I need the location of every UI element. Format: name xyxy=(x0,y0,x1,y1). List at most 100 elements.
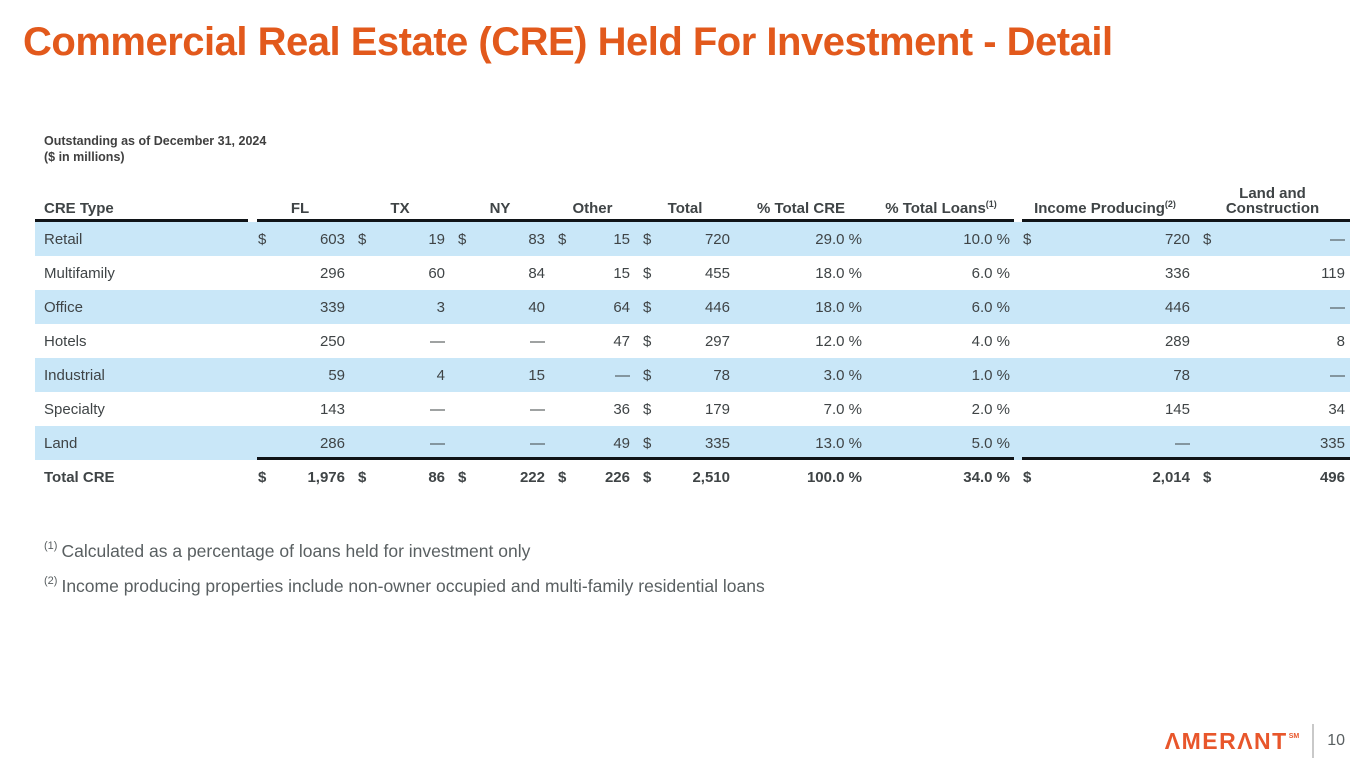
cell-ny: 15 xyxy=(450,367,550,384)
cell-value: — xyxy=(430,332,445,350)
cell-value: 496 xyxy=(1319,468,1345,486)
cell-total: $455 xyxy=(635,265,735,282)
cell-land-construction: 119 xyxy=(1195,265,1350,282)
footnote-2-marker: (2) xyxy=(44,575,58,587)
total-rule-middle xyxy=(257,457,1014,460)
cell-value: — xyxy=(430,434,445,452)
cell-land-construction: 8 xyxy=(1195,333,1350,350)
cell-value: 64 xyxy=(613,298,630,316)
currency-symbol: $ xyxy=(258,468,267,486)
cell-land-construction: — xyxy=(1195,299,1350,316)
cell-value: 15 xyxy=(613,264,630,282)
currency-symbol: $ xyxy=(643,264,652,282)
cell-value: 226 xyxy=(604,468,630,486)
cell-value: 446 xyxy=(704,298,730,316)
cell-fl: 339 xyxy=(250,299,350,316)
cell-tx: 4 xyxy=(350,367,450,384)
cell-fl: $1,976 xyxy=(250,469,350,486)
cell-income-producing: — xyxy=(1015,435,1195,452)
cell-land-construction: $496 xyxy=(1195,469,1350,486)
cell-fl: 296 xyxy=(250,265,350,282)
cell-value: 8 xyxy=(1336,332,1345,350)
cell-fl: 59 xyxy=(250,367,350,384)
currency-symbol: $ xyxy=(1203,230,1212,248)
col-header-cre-type: CRE Type xyxy=(44,200,114,217)
cell-value: — xyxy=(530,434,545,452)
cell-income-producing: $2,014 xyxy=(1015,469,1195,486)
cell-total: $335 xyxy=(635,435,735,452)
cell-other: 36 xyxy=(550,401,635,418)
slide-footer: ΛMERΛNTSM 10 xyxy=(1165,724,1345,758)
currency-symbol: $ xyxy=(458,230,467,248)
row-label: Specialty xyxy=(44,400,105,418)
cell-value: 250 xyxy=(319,332,345,350)
cell-pct-total-loans: 1.0 % xyxy=(867,367,1015,384)
currency-symbol: $ xyxy=(558,468,567,486)
cell-pct-total-cre: 12.0 % xyxy=(735,333,867,350)
cell-fl: $603 xyxy=(250,231,350,248)
currency-symbol: $ xyxy=(643,366,652,384)
cell-land-construction: 34 xyxy=(1195,401,1350,418)
currency-symbol: $ xyxy=(1023,230,1032,248)
cell-value: 29.0 % xyxy=(815,230,862,248)
cell-pct-total-loans: 10.0 % xyxy=(867,231,1015,248)
cell-value: — xyxy=(1330,366,1345,384)
cell-value: 100.0 % xyxy=(806,468,862,486)
cell-value: 49 xyxy=(613,434,630,452)
footnote-1-marker: (1) xyxy=(44,540,58,552)
cell-value: 34.0 % xyxy=(963,468,1010,486)
cell-value: 297 xyxy=(704,332,730,350)
cell-fl: 250 xyxy=(250,333,350,350)
cell-total: $2,510 xyxy=(635,469,735,486)
table-row: Hotels 250 — — 47 $297 12.0 % 4.0 % 289 … xyxy=(35,324,1350,358)
cell-ny: — xyxy=(450,435,550,452)
col-header-ny: NY xyxy=(489,200,511,217)
row-label: Total CRE xyxy=(44,468,115,486)
cell-value: 3.0 % xyxy=(823,366,862,384)
cell-value: 86 xyxy=(428,468,445,486)
row-label: Industrial xyxy=(44,366,105,384)
currency-symbol: $ xyxy=(1203,468,1212,486)
cell-value: 289 xyxy=(1164,332,1190,350)
footnote-2-text: Income producing properties include non-… xyxy=(61,576,765,596)
page-number: 10 xyxy=(1327,732,1345,749)
cell-value: 13.0 % xyxy=(815,434,862,452)
cell-value: 339 xyxy=(319,298,345,316)
cell-ny: $222 xyxy=(450,469,550,486)
cell-ny: 40 xyxy=(450,299,550,316)
cell-value: 34 xyxy=(1328,400,1345,418)
col-header-fl: FL xyxy=(290,200,310,217)
table-header-row: CRE Type FL TX NY Other Total % Total CR… xyxy=(35,176,1350,222)
col-header-income-producing: Income Producing(2) xyxy=(1034,199,1176,217)
cell-value: 296 xyxy=(319,264,345,282)
row-label: Office xyxy=(44,298,83,316)
cell-value: 83 xyxy=(528,230,545,248)
cell-ny: — xyxy=(450,401,550,418)
cell-value: 4 xyxy=(436,366,445,384)
cell-ny: — xyxy=(450,333,550,350)
cell-tx: 60 xyxy=(350,265,450,282)
cell-value: 1.0 % xyxy=(971,366,1010,384)
cell-total: $446 xyxy=(635,299,735,316)
cell-pct-total-cre: 7.0 % xyxy=(735,401,867,418)
header-rule-right xyxy=(1022,219,1350,222)
table-row: Office 339 3 40 64 $446 18.0 % 6.0 % 446… xyxy=(35,290,1350,324)
cell-total: $179 xyxy=(635,401,735,418)
cell-total: $78 xyxy=(635,367,735,384)
cell-pct-total-loans: 6.0 % xyxy=(867,265,1015,282)
cell-value: 78 xyxy=(713,366,730,384)
cell-value: 336 xyxy=(1164,264,1190,282)
table-body: Retail $603 $19 $83 $15 $720 29.0 % 10.0… xyxy=(35,222,1350,494)
cell-land-construction: 335 xyxy=(1195,435,1350,452)
table-row: Specialty 143 — — 36 $179 7.0 % 2.0 % 14… xyxy=(35,392,1350,426)
total-rule-right xyxy=(1022,457,1350,460)
cell-value: 5.0 % xyxy=(971,434,1010,452)
cell-pct-total-loans: 6.0 % xyxy=(867,299,1015,316)
cell-pct-total-cre: 29.0 % xyxy=(735,231,867,248)
cell-pct-total-cre: 100.0 % xyxy=(735,469,867,486)
cell-tx: $19 xyxy=(350,231,450,248)
cell-value: 3 xyxy=(436,298,445,316)
cell-value: 145 xyxy=(1164,400,1190,418)
cell-tx: — xyxy=(350,401,450,418)
